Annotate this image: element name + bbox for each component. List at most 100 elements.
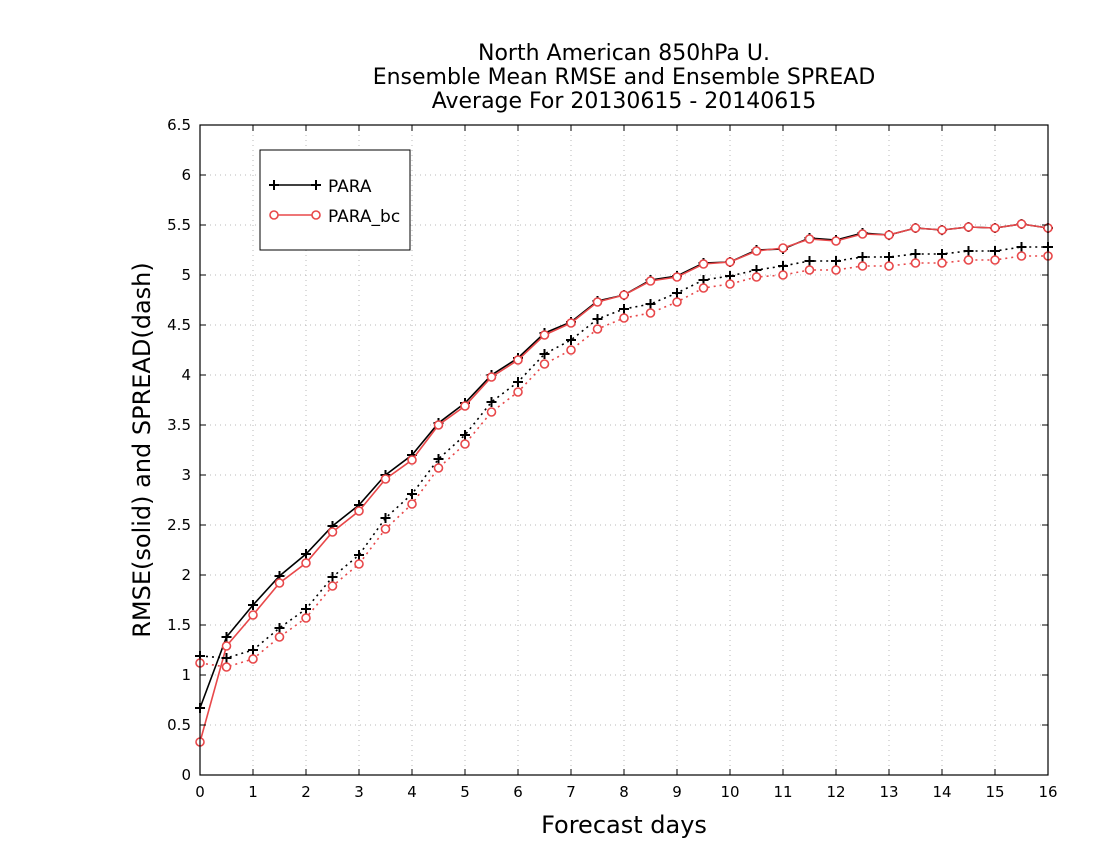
y-tick-label: 2.5 <box>167 516 191 534</box>
series-para-bc-spread <box>195 251 1053 672</box>
point-para-bc-spread <box>566 345 576 355</box>
legend-symbol-para-marker-end <box>311 180 321 190</box>
point-para-spread <box>592 314 603 324</box>
point-para-bc-rmse <box>274 578 285 588</box>
x-tick-label: 7 <box>566 783 576 801</box>
point-para-bc-rmse <box>460 401 470 411</box>
point-para-bc-spread <box>221 662 232 672</box>
point-para-bc-spread <box>433 463 444 473</box>
point-para-bc-rmse <box>937 225 947 235</box>
series-line-para-bc-rmse <box>199 223 1049 743</box>
point-para-bc-spread <box>407 499 417 509</box>
point-para-bc-rmse <box>248 610 258 620</box>
point-para-bc-rmse <box>831 236 841 246</box>
point-para-spread <box>672 288 682 298</box>
point-para-bc-spread <box>725 279 735 289</box>
axis-ticks <box>199 124 1049 776</box>
point-para-rmse <box>248 600 258 610</box>
point-para-bc-rmse <box>592 297 603 307</box>
legend-box <box>259 149 411 251</box>
legend-symbol-para-bc <box>269 210 321 220</box>
point-para-spread <box>990 246 1000 256</box>
point-para-bc-spread <box>1016 251 1027 261</box>
point-para-bc-spread <box>486 407 497 417</box>
y-tick-label: 0.5 <box>167 716 191 734</box>
point-para-bc-spread <box>963 255 974 265</box>
point-para-spread <box>380 513 391 523</box>
point-para-bc-spread <box>990 255 1000 265</box>
point-para-bc-spread <box>460 439 470 449</box>
x-tick-label: 5 <box>460 783 470 801</box>
x-axis-label: Forecast days <box>541 811 707 839</box>
point-para-bc-rmse <box>539 330 550 340</box>
point-para-bc-rmse <box>672 272 682 282</box>
point-para-spread <box>433 454 444 464</box>
point-para-bc-rmse <box>513 355 523 365</box>
series-layer <box>195 219 1053 747</box>
x-tick-label: 2 <box>301 783 311 801</box>
point-para-spread <box>778 261 788 271</box>
point-para-bc-rmse <box>619 290 629 300</box>
point-para-spread <box>460 430 470 440</box>
point-para-spread <box>274 623 285 633</box>
point-para-bc-rmse <box>698 259 709 269</box>
point-para-bc-rmse <box>857 229 868 239</box>
x-tick-label: 11 <box>773 783 792 801</box>
point-para-spread <box>963 246 974 256</box>
point-para-bc-rmse <box>751 246 762 256</box>
point-para-bc-spread <box>910 258 921 268</box>
y-tick-label: 5 <box>181 266 191 284</box>
point-para-bc-spread <box>274 632 285 642</box>
point-para-spread <box>884 252 894 262</box>
y-tick-label: 0 <box>181 766 191 784</box>
x-tick-label: 15 <box>985 783 1004 801</box>
y-tick-label: 1 <box>181 666 191 684</box>
x-tick-label: 3 <box>354 783 364 801</box>
legend-symbol-para <box>269 180 321 190</box>
point-para-bc-spread <box>778 270 788 280</box>
point-para-spread <box>354 550 364 560</box>
point-para-spread <box>513 377 523 387</box>
point-para-spread <box>937 249 947 259</box>
point-para-spread <box>910 249 921 259</box>
chart-title: North American 850hPa U. Ensemble Mean R… <box>373 41 876 114</box>
legend-label-para-bc: PARA_bc <box>328 207 400 227</box>
series-para-bc-rmse <box>195 219 1053 747</box>
x-tick-label: 4 <box>407 783 417 801</box>
x-tick-label: 13 <box>879 783 898 801</box>
point-para-bc-spread <box>937 258 947 268</box>
legend-label-para: PARA <box>328 177 372 197</box>
x-tick-label: 16 <box>1038 783 1057 801</box>
y-tick-label: 3.5 <box>167 416 191 434</box>
point-para-spread <box>486 397 497 407</box>
y-tick-label: 6.5 <box>167 116 191 134</box>
point-para-bc-spread <box>327 581 338 591</box>
point-para-bc-rmse <box>486 372 497 382</box>
point-para-spread <box>1016 242 1027 252</box>
x-tick-label: 6 <box>513 783 523 801</box>
legend-items <box>269 180 321 220</box>
point-para-spread <box>566 335 576 345</box>
point-para-bc-rmse <box>327 527 338 537</box>
point-para-bc-rmse <box>963 222 974 232</box>
point-para-bc-spread <box>884 261 894 271</box>
point-para-rmse <box>221 632 232 642</box>
point-para-bc-spread <box>831 265 841 275</box>
y-tick-label: 6 <box>181 166 191 184</box>
point-para-bc-spread <box>513 387 523 397</box>
point-para-spread <box>539 349 550 359</box>
x-tick-label: 8 <box>619 783 629 801</box>
point-para-bc-spread <box>619 313 629 323</box>
point-para-bc-rmse <box>804 234 815 244</box>
x-tick-label: 14 <box>932 783 951 801</box>
x-tick-label: 10 <box>720 783 739 801</box>
point-para-bc-spread <box>301 613 311 623</box>
chart-title-line-1: North American 850hPa U. <box>478 41 770 66</box>
point-para-bc-rmse <box>354 506 364 516</box>
y-tick-label: 1.5 <box>167 616 191 634</box>
y-tick-label: 4 <box>181 366 191 384</box>
x-tick-label: 0 <box>195 783 205 801</box>
point-para-spread <box>407 489 417 499</box>
point-para-spread <box>857 252 868 262</box>
